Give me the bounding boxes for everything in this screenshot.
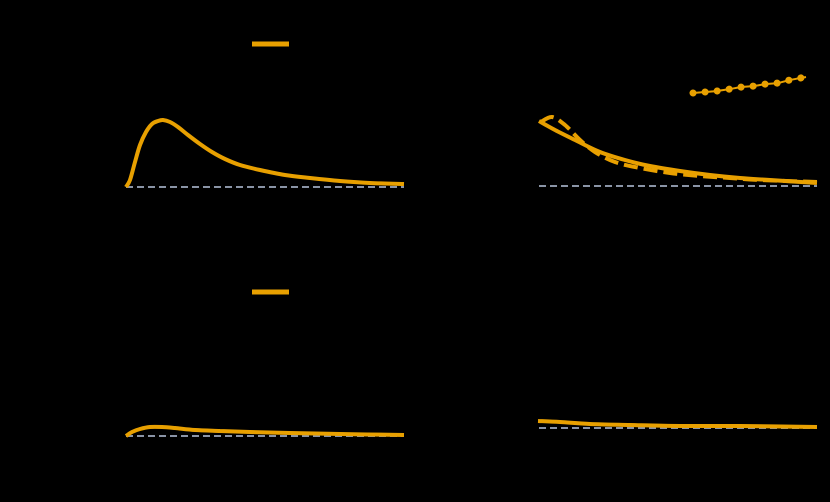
series-line-response [537,419,818,429]
chart-panel-bottom-right [537,419,818,429]
series-line-response [124,424,405,438]
chart-panel-top-left [124,117,405,189]
series-line-dashed [540,114,818,184]
series-line-response [124,117,405,189]
chart-panel-bottom-left [124,424,405,438]
chart-panel-top-right [538,73,818,187]
series-line-dotted-sample-connector [692,76,807,94]
